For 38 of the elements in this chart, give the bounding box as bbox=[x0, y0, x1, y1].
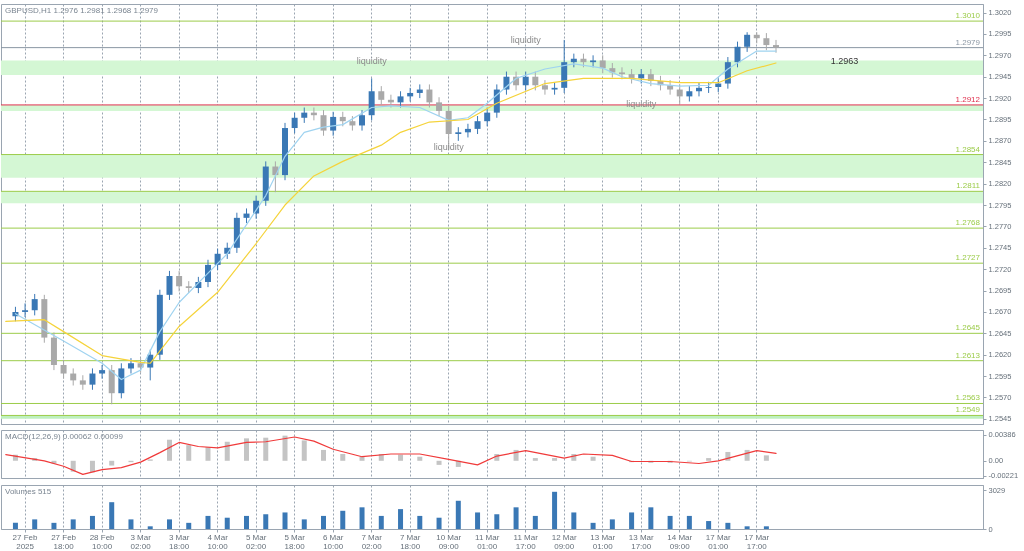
x-tick-label: 5 Mar 02:00 bbox=[245, 532, 267, 551]
ref-line-label: 1.3010 bbox=[955, 11, 981, 21]
x-tick-label: 27 Feb 2025 bbox=[12, 532, 39, 551]
x-tick-label: 14 Mar 09:00 bbox=[667, 532, 693, 551]
x-tick-label: 13 Mar 17:00 bbox=[628, 532, 655, 551]
x-tick-label: 10 Mar 09:00 bbox=[436, 532, 462, 551]
ref-line-label: 1.2613 bbox=[955, 350, 981, 360]
x-tick-label: 5 Mar 18:00 bbox=[284, 532, 306, 551]
x-tick-label: 7 Mar 02:00 bbox=[361, 532, 383, 551]
chart-title: Volumes 515 bbox=[5, 487, 52, 496]
ref-line-label: 1.2811 bbox=[956, 181, 981, 191]
ref-line-label: 1.2563 bbox=[955, 393, 981, 403]
x-tick-label: 28 Feb 10:00 bbox=[89, 532, 116, 551]
x-tick-label: 4 Mar 10:00 bbox=[207, 532, 229, 551]
annotation: liquidity bbox=[433, 142, 465, 153]
ref-line-label: 1.2768 bbox=[955, 218, 981, 228]
annotation: 1.2963 bbox=[830, 56, 859, 67]
x-tick-label: 17 Mar 01:00 bbox=[705, 532, 732, 551]
ref-line-label: 1.2979 bbox=[955, 37, 981, 47]
chart-title: MACD(12,26,9) 0.00062 0.00099 bbox=[5, 432, 124, 441]
x-tick-label: 12 Mar 09:00 bbox=[551, 532, 577, 551]
ref-line-label: 1.2854 bbox=[955, 144, 981, 154]
ref-line-label: 1.2727 bbox=[955, 253, 981, 263]
x-tick-label: 7 Mar 18:00 bbox=[399, 532, 421, 551]
x-tick-label: 27 Feb 18:00 bbox=[51, 532, 77, 551]
ref-line-label: 1.2912 bbox=[955, 94, 981, 104]
x-tick-label: 13 Mar 01:00 bbox=[590, 532, 616, 551]
ref-line-label: 1.2549 bbox=[955, 405, 981, 415]
x-tick-label: 6 Mar 10:00 bbox=[322, 532, 344, 551]
x-tick-label: 11 Mar 01:00 bbox=[475, 532, 500, 551]
chart-title: GBPUSD,H1 1.2976 1.2981 1.2968 1.2979 bbox=[5, 6, 159, 15]
ref-line-label: 1.2645 bbox=[955, 323, 981, 333]
x-tick-label: 17 Mar 17:00 bbox=[744, 532, 770, 551]
annotation: liquidity bbox=[356, 55, 388, 66]
annotation: liquidity bbox=[510, 35, 542, 46]
x-tick-label: 3 Mar 18:00 bbox=[168, 532, 190, 551]
x-tick-label: 11 Mar 17:00 bbox=[513, 532, 539, 551]
x-tick-label: 3 Mar 02:00 bbox=[130, 532, 152, 551]
